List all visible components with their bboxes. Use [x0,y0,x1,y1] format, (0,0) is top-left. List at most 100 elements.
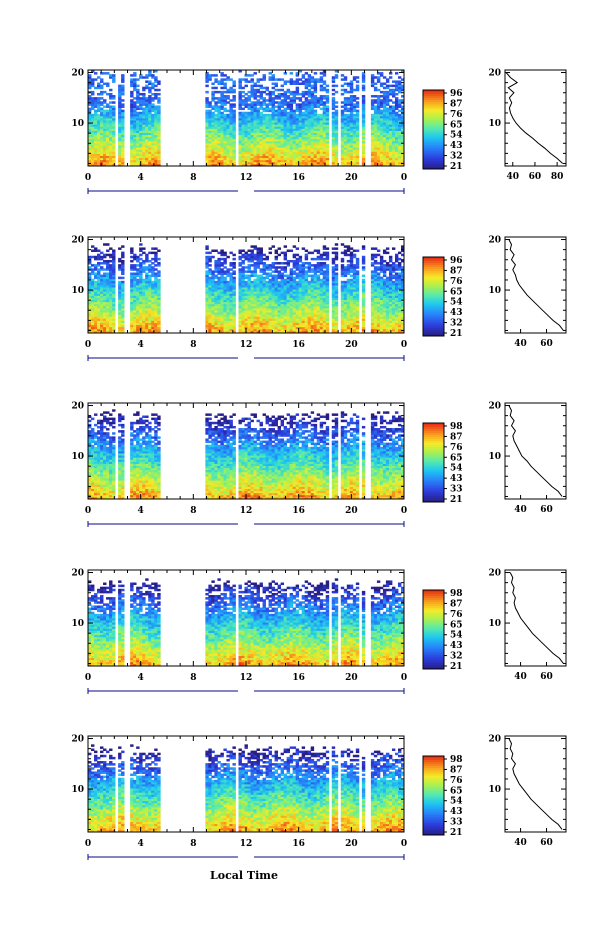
heatmap-cell [220,113,224,117]
heatmap-cell [205,155,209,159]
heatmap-cell [214,151,218,154]
heatmap-cell [238,97,242,100]
heatmap-cell [256,107,260,111]
heatmap-cell [385,120,390,123]
heatmap-cell [148,115,152,119]
heatmap-cell [100,130,104,134]
heatmap-cell [352,159,357,163]
heatmap-cell [145,86,149,90]
heatmap-cell [103,297,107,301]
heatmap-cell [283,90,288,94]
heatmap-cell [304,99,309,102]
heatmap-cell [400,163,405,167]
heatmap-cell [121,264,125,267]
heatmap-cell [109,274,113,278]
heatmap-cell [310,138,315,142]
heatmap-cell [286,157,291,161]
heatmap-cell [100,134,104,138]
heatmap-cell [205,312,209,315]
heatmap-cell [295,136,300,140]
heatmap-cell [283,72,288,75]
heatmap-cell [118,303,122,307]
heatmap-cell [205,307,209,311]
heatmap-cell [220,124,224,127]
heatmap-cell [379,72,384,75]
heatmap-cell [256,140,260,144]
heatmap-cell [106,301,110,305]
heatmap-cell [214,138,218,142]
heatmap-cell [112,161,116,165]
heatmap-cell [103,101,107,104]
heatmap-cell [313,115,318,119]
heatmap-cell [103,128,107,131]
heatmap-cell [313,138,318,142]
heatmap-cell [346,159,351,163]
heatmap-cell [376,134,381,138]
heatmap-cell [139,122,143,125]
heatmap-cell [397,90,402,94]
heatmap-cell [220,297,224,301]
heatmap-cell [100,161,104,165]
heatmap-cell [133,293,137,296]
heatmap-cell [154,310,158,313]
heatmap-cell [319,161,324,165]
heatmap-cell [385,99,390,102]
heatmap-cell [295,272,300,275]
heatmap-cell [109,326,113,330]
heatmap-cell [109,126,113,129]
heatmap-cell [286,113,291,117]
heatmap-cell [103,255,107,259]
heatmap-cell [340,138,345,142]
heatmap-cell [118,99,122,102]
heatmap-cell [280,95,285,98]
heatmap-cell [244,280,248,284]
heatmap-cell [223,86,227,90]
heatmap-cell [325,122,330,125]
colorbar-tick-label: 87 [450,99,463,109]
heatmap-cell [289,109,294,113]
colorbar-segment [423,137,444,140]
heatmap-cell [88,295,92,298]
heatmap-cell [142,107,146,111]
heatmap-cell [157,113,161,117]
heatmap-cell [118,316,122,319]
heatmap-cell [259,128,263,131]
heatmap-cell [220,307,224,311]
heatmap-cell [244,134,248,138]
heatmap-cell [241,128,245,131]
heatmap-cell [271,153,275,156]
heatmap-cell [223,82,227,86]
heatmap-cell [151,330,155,334]
heatmap-cell [118,289,122,292]
heatmap-cell [331,113,336,117]
heatmap-cell [391,126,396,129]
heatmap-cell [205,278,209,282]
heatmap-cell [238,153,242,156]
heatmap-cell [142,259,146,263]
heatmap-cell [346,99,351,102]
heatmap-cell [130,78,134,81]
heatmap-cell [292,111,297,115]
heatmap-cell [232,109,236,113]
heatmap-cell [316,136,321,140]
heatmap-cell [301,90,306,94]
heatmap-cell [142,161,146,165]
heatmap-cell [232,82,236,86]
heatmap-cell [247,111,251,115]
heatmap-cell [226,126,230,129]
heatmap-cell [376,136,381,140]
heatmap-cell [112,312,116,315]
heatmap-cell [100,126,104,129]
heatmap-cell [250,113,254,117]
heatmap-cell [121,259,125,263]
heatmap-cell [91,103,95,106]
heatmap-cell [280,109,285,113]
heatmap-cell [229,272,233,275]
heatmap-cell [154,307,158,311]
heatmap-cell [223,130,227,134]
heatmap-cell [292,115,297,119]
heatmap-cell [238,147,242,150]
heatmap-cell [271,262,275,265]
heatmap-cell [232,145,236,148]
heatmap-cell [100,111,104,115]
